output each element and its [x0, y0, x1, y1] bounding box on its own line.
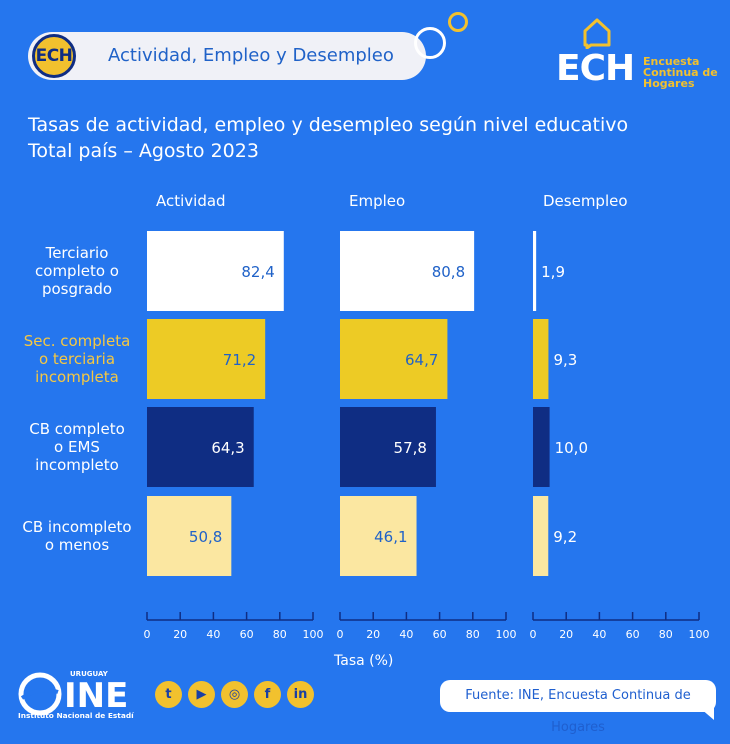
data-label-empleo-1: 64,7	[405, 351, 438, 369]
x-tick-label-desempleo-20: 20	[559, 628, 573, 641]
data-label-empleo-2: 57,8	[394, 439, 427, 457]
row-label-cb-incompleto: CB incompleto o menos	[22, 518, 132, 554]
x-axis-title: Tasa (%)	[334, 653, 394, 669]
row-label-cb-completo: CB completo o EMS incompleto	[29, 420, 125, 474]
bar-desempleo-1	[533, 319, 549, 399]
x-tick-label-empleo-0: 0	[337, 628, 344, 641]
x-tick-label-empleo-60: 60	[433, 628, 447, 641]
bar-actividad-2	[147, 407, 254, 487]
ech-badge: ECH	[32, 34, 76, 78]
bar-desempleo-2	[533, 407, 550, 487]
x-tick-label-empleo-20: 20	[366, 628, 380, 641]
svg-text:URUGUAY: URUGUAY	[70, 670, 109, 678]
data-label-actividad-3: 50,8	[189, 528, 222, 546]
data-label-empleo-0: 80,8	[432, 263, 465, 281]
bar-empleo-1	[340, 319, 448, 399]
header-title: Actividad, Empleo y Desempleo	[108, 45, 394, 66]
header-pill: ECH Actividad, Empleo y Desempleo	[28, 32, 426, 80]
bar-actividad-3	[147, 496, 232, 576]
x-tick-label-desempleo-40: 40	[592, 628, 606, 641]
data-label-desempleo-0: 1,9	[541, 263, 565, 281]
data-label-desempleo-2: 10,0	[555, 439, 588, 457]
ine-logo: INE URUGUAY Instituto Nacional de Estadí…	[18, 670, 134, 720]
x-tick-label-actividad-0: 0	[144, 628, 151, 641]
data-label-empleo-3: 46,1	[374, 528, 407, 546]
panel-title-empleo: Empleo	[349, 192, 406, 210]
bar-empleo-3	[340, 496, 417, 576]
x-tick-label-desempleo-60: 60	[626, 628, 640, 641]
instagram-icon[interactable]: ◎	[221, 681, 248, 708]
bar-actividad-0	[147, 231, 284, 311]
bar-desempleo-0	[533, 231, 537, 311]
bar-actividad-1	[147, 319, 266, 399]
deco-circle-large	[414, 27, 446, 59]
row-label-terciario: Terciario completo o posgrado	[35, 244, 119, 298]
youtube-icon[interactable]: ▶	[188, 681, 215, 708]
svg-text:INE: INE	[64, 676, 128, 716]
x-tick-label-actividad-40: 40	[206, 628, 220, 641]
twitter-icon[interactable]: t	[155, 681, 182, 708]
data-label-actividad-1: 71,2	[223, 351, 256, 369]
x-tick-label-actividad-80: 80	[273, 628, 287, 641]
source-note-tail	[700, 708, 714, 720]
data-label-desempleo-1: 9,3	[553, 351, 577, 369]
x-tick-label-actividad-20: 20	[173, 628, 187, 641]
x-tick-label-desempleo-100: 100	[689, 628, 710, 641]
bar-empleo-2	[340, 407, 436, 487]
linkedin-icon[interactable]: in	[287, 681, 314, 708]
x-tick-label-empleo-100: 100	[496, 628, 517, 641]
x-tick-label-empleo-40: 40	[399, 628, 413, 641]
house-icon	[583, 18, 611, 49]
ech-logo: ECH	[556, 48, 635, 89]
x-tick-label-desempleo-80: 80	[659, 628, 673, 641]
x-tick-label-desempleo-0: 0	[530, 628, 537, 641]
x-tick-label-actividad-100: 100	[303, 628, 324, 641]
bar-desempleo-3	[533, 496, 549, 576]
panel-title-desempleo: Desempleo	[543, 192, 628, 210]
ech-logo-subtitle: Encuesta Continua de Hogares	[643, 55, 718, 90]
data-label-actividad-0: 82,4	[241, 263, 274, 281]
row-label-secundaria: Sec. completa o terciaria incompleta	[23, 332, 131, 386]
bar-empleo-0	[340, 231, 475, 311]
data-label-desempleo-3: 9,2	[553, 528, 577, 546]
data-label-actividad-2: 64,3	[211, 439, 244, 457]
x-tick-label-empleo-80: 80	[466, 628, 480, 641]
facebook-icon[interactable]: f	[254, 681, 281, 708]
source-note: Fuente: INE, Encuesta Continua de Hogare…	[440, 680, 716, 735]
x-tick-label-actividad-60: 60	[240, 628, 254, 641]
deco-circle-small	[448, 12, 468, 32]
svg-text:Instituto Nacional de Estadíst: Instituto Nacional de Estadística	[18, 711, 134, 720]
chart-title: Tasas de actividad, empleo y desempleo s…	[28, 114, 629, 162]
panel-title-actividad: Actividad	[156, 192, 226, 210]
